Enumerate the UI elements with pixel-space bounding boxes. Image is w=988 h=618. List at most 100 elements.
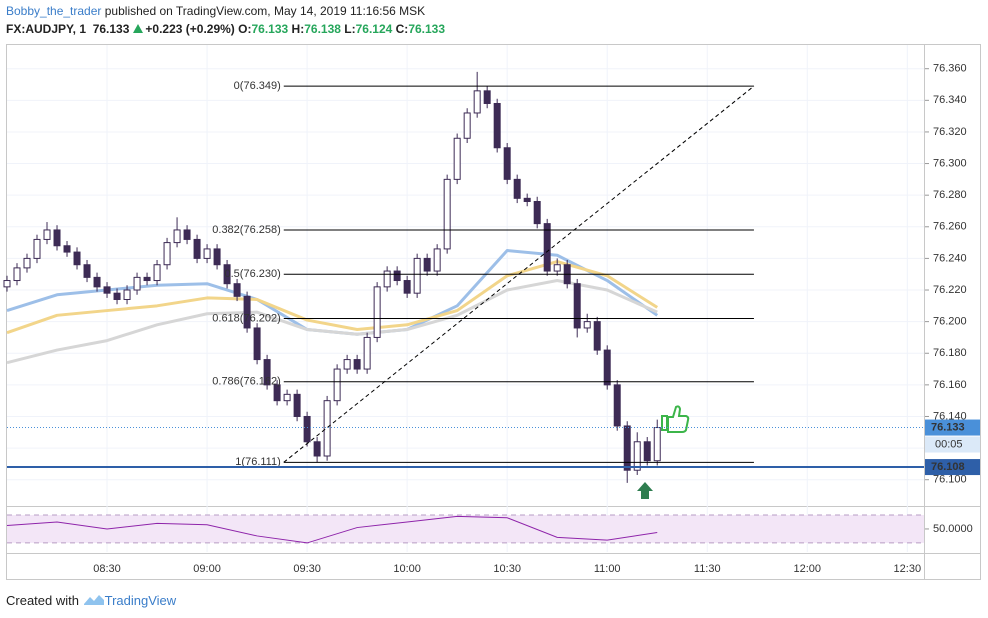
candle-body — [13, 267, 21, 282]
x-tick-label: 09:00 — [193, 563, 221, 575]
candle-body — [3, 280, 11, 288]
candle-body — [643, 441, 651, 462]
ohlc-value: 76.133 — [251, 22, 289, 36]
candle-body — [53, 229, 61, 247]
candle-body — [163, 242, 171, 266]
change: +0.223 (+0.29%) — [145, 22, 235, 36]
ohlc-value: 76.133 — [408, 22, 446, 36]
candle-body — [253, 327, 261, 361]
candle-body — [83, 264, 91, 278]
grid — [7, 45, 924, 552]
moving-average — [6, 279, 658, 365]
candle-body — [143, 276, 151, 282]
overlay — [637, 405, 690, 499]
candle-body — [523, 197, 531, 202]
candle-body — [233, 283, 241, 297]
candle-body — [303, 415, 311, 443]
candle-body — [183, 229, 191, 240]
rsi-band — [7, 514, 924, 543]
candle-body — [483, 90, 491, 104]
candle-body — [73, 251, 81, 266]
candle-body — [243, 295, 251, 329]
candle-body — [473, 90, 481, 114]
ohlc-label: C: — [395, 22, 409, 36]
y-tick-label: 76.200 — [933, 316, 967, 328]
fib-trendline — [283, 85, 755, 463]
fib-label: 0.618(76.202) — [212, 312, 281, 324]
publisher[interactable]: Bobby_the_trader — [6, 4, 102, 18]
candle-body — [133, 276, 141, 291]
candle-body — [353, 359, 361, 370]
candle-body — [193, 238, 201, 259]
candle-body — [43, 229, 51, 240]
candle-body — [333, 368, 341, 402]
y-tick-label: 76.100 — [933, 474, 967, 486]
candle-body — [383, 270, 391, 288]
y-tick-label: 76.160 — [933, 379, 967, 391]
candle-body — [403, 280, 411, 294]
ohlc-value: 76.138 — [304, 22, 341, 36]
candle-body — [323, 400, 331, 457]
symbol: FX:AUDJPY, 1 — [6, 22, 87, 36]
x-tick-label: 11:00 — [594, 563, 621, 575]
fib-label: 0.786(76.162) — [212, 376, 281, 388]
fib-label: 0(76.349) — [234, 80, 281, 92]
candle-body — [283, 393, 291, 402]
logo-shape — [83, 595, 104, 605]
y-tick-label: 76.180 — [933, 347, 967, 359]
candle-body — [503, 147, 511, 180]
y-tick-label: 76.320 — [933, 126, 967, 138]
candle-body — [573, 283, 581, 329]
candle-body — [583, 321, 591, 329]
symbol-line: FX:AUDJPY, 1 76.133 +0.223 (+0.29%) O:76.… — [6, 22, 445, 36]
candle-body — [213, 248, 221, 266]
y-tick-label: 76.240 — [933, 252, 967, 264]
candle-body — [553, 264, 561, 272]
candle-body — [313, 441, 321, 457]
ohlc-label: L: — [344, 22, 356, 36]
rsi-line — [6, 515, 658, 544]
y-tick-label: 76.340 — [933, 94, 967, 106]
candle-body — [113, 292, 121, 301]
candle-body — [373, 286, 381, 338]
candle-body — [293, 393, 301, 417]
candle-body — [453, 137, 461, 180]
buy-arrow — [637, 482, 653, 499]
candle-body — [343, 359, 351, 370]
candle-body — [433, 248, 441, 272]
rsi-tick-label: 50.0000 — [933, 523, 973, 535]
x-tick-label: 10:30 — [493, 563, 521, 575]
candle-body — [653, 427, 661, 462]
candle-body — [633, 441, 641, 471]
candle-body — [593, 321, 601, 351]
candle-body — [23, 257, 31, 269]
ohlc-value: 76.124 — [355, 22, 393, 36]
candle-body — [493, 102, 501, 149]
candle-body — [263, 359, 271, 386]
candle-body — [443, 178, 451, 250]
y-tick-label: 76.300 — [933, 157, 967, 169]
candle-body — [513, 178, 521, 199]
fib-label: 1(76.111) — [235, 456, 280, 468]
candle-body — [223, 264, 231, 285]
price-label-box — [925, 419, 980, 436]
candle-body — [413, 257, 421, 294]
candle-body — [93, 276, 101, 288]
y-tick-label: 76.280 — [933, 189, 967, 201]
candle-body — [623, 425, 631, 471]
up-triangle — [133, 24, 144, 33]
footer-brand[interactable]: TradingView — [104, 593, 177, 608]
countdown-box — [925, 436, 980, 453]
candle-body — [613, 384, 621, 427]
chart-frame — [6, 44, 981, 580]
header-line: Bobby_the_trader published on TradingVie… — [6, 4, 425, 18]
ohlc-label: H: — [291, 22, 305, 36]
y-tick-label: 76.140 — [933, 410, 967, 422]
candle-body — [33, 238, 41, 259]
y-tick-label: 76.260 — [933, 221, 967, 233]
fib-label: 0.382(76.258) — [212, 224, 281, 236]
price-label: 76.108 — [931, 461, 965, 473]
last-price: 76.133 — [92, 22, 130, 36]
candle-body — [273, 384, 281, 402]
candle-body — [603, 349, 611, 386]
